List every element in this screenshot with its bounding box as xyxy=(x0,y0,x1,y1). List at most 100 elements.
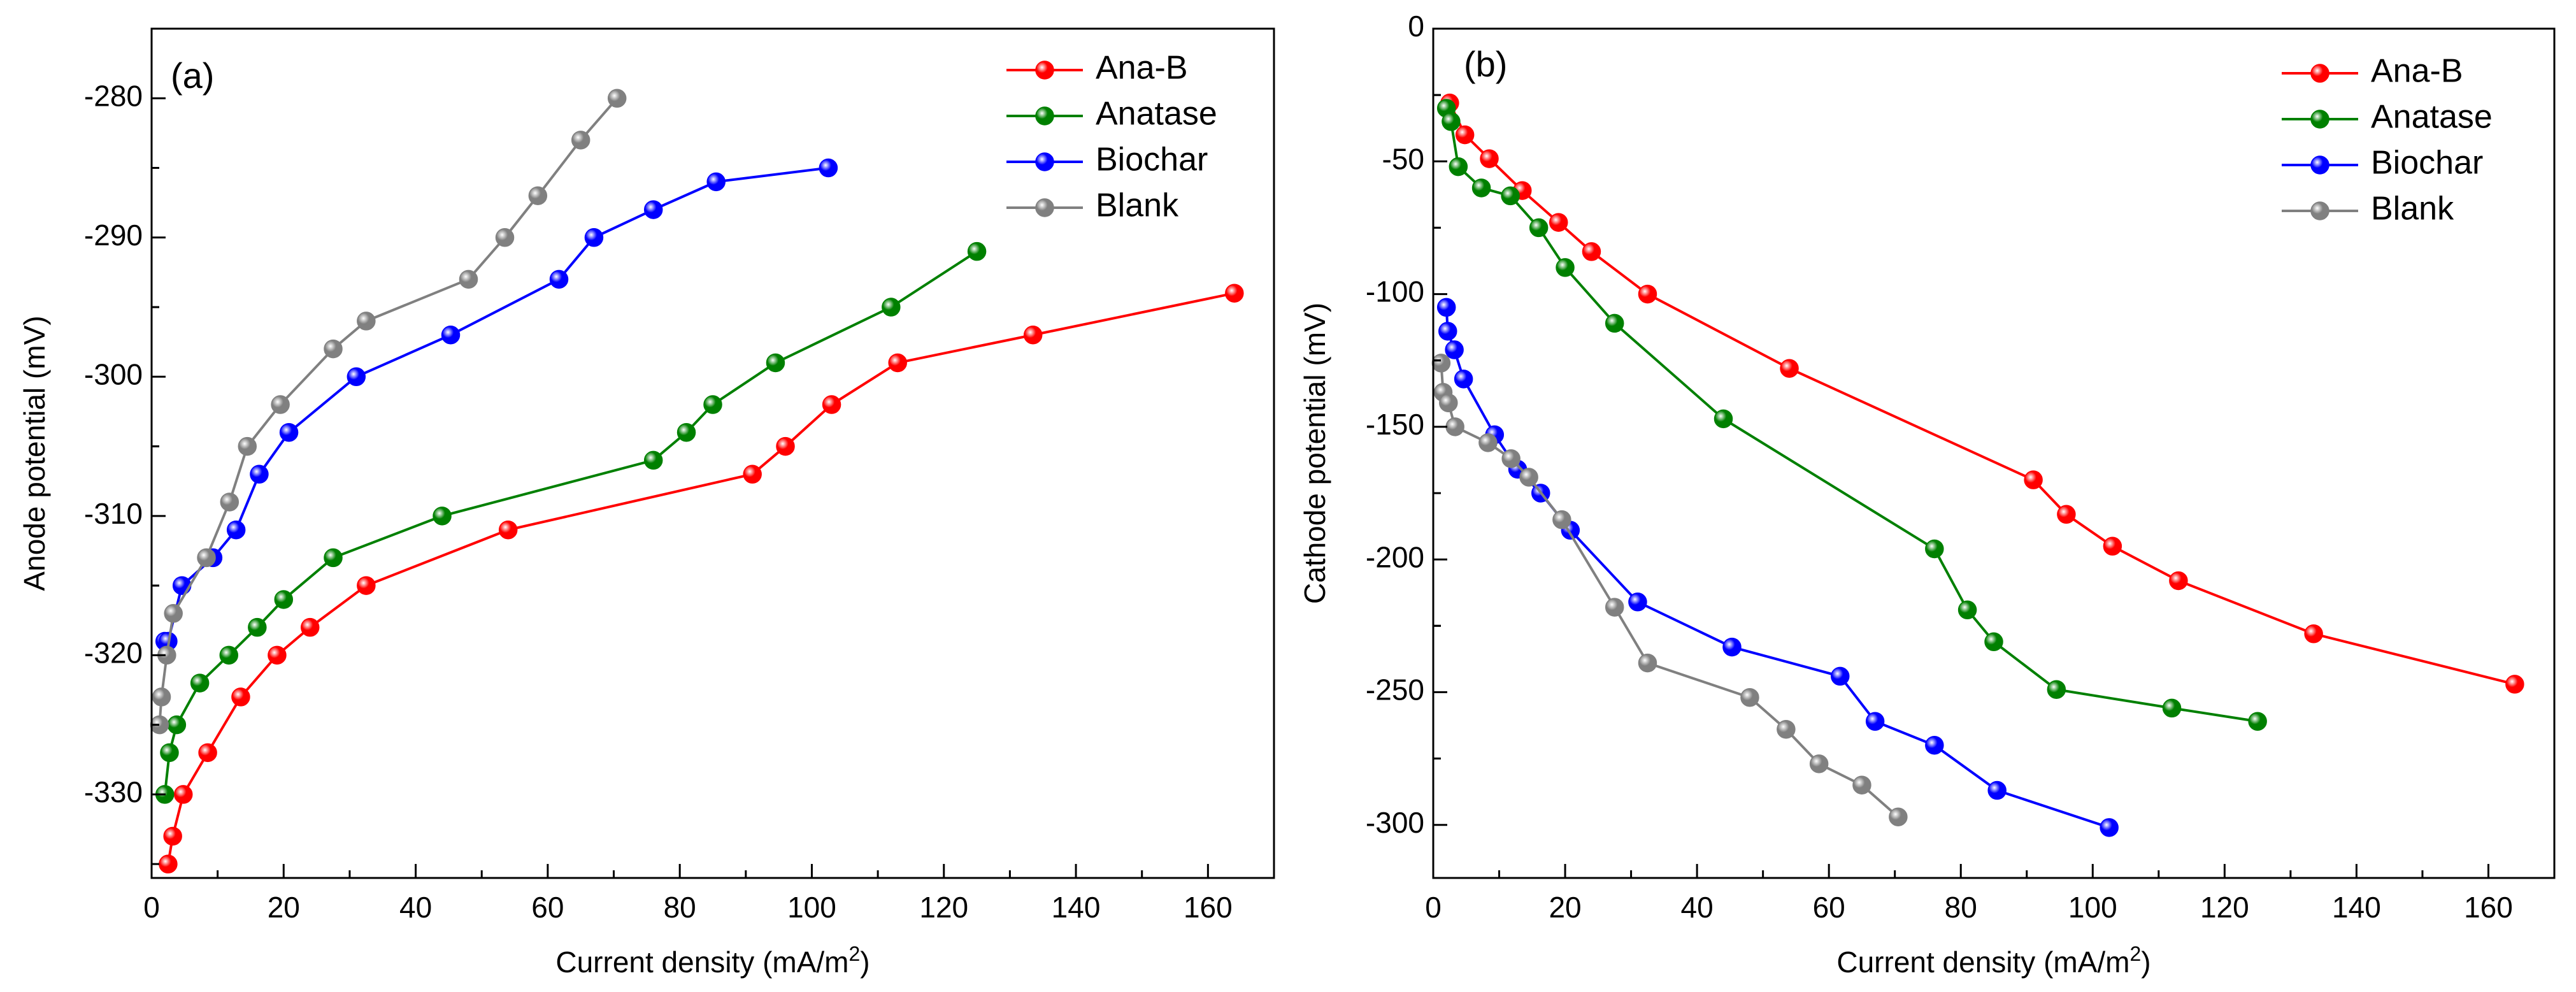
data-point xyxy=(274,590,294,609)
data-point xyxy=(882,298,901,317)
data-point xyxy=(1471,178,1491,198)
data-point xyxy=(495,228,515,247)
data-point xyxy=(1478,433,1498,452)
data-point xyxy=(1852,775,1871,794)
data-point xyxy=(1501,186,1520,206)
data-point xyxy=(584,228,604,247)
data-point xyxy=(1925,539,1944,559)
legend-marker xyxy=(1035,198,1054,217)
x-tick-label: 60 xyxy=(531,891,564,924)
x-tick-label: 120 xyxy=(919,891,968,924)
data-point xyxy=(1480,149,1499,168)
data-point xyxy=(1865,712,1885,731)
data-point xyxy=(888,353,907,373)
data-point xyxy=(1889,807,1908,826)
data-point xyxy=(1957,600,1977,620)
data-point xyxy=(1549,213,1568,232)
series-biochar xyxy=(155,158,838,651)
x-tick-label: 20 xyxy=(268,891,300,924)
y-tick-label: -290 xyxy=(84,219,143,252)
data-point xyxy=(268,645,287,665)
data-point xyxy=(152,687,171,707)
x-tick-label: 80 xyxy=(664,891,696,924)
data-point xyxy=(1714,409,1733,429)
y-tick-label: -280 xyxy=(84,79,143,112)
y-tick-label: -50 xyxy=(1382,142,1424,175)
data-point xyxy=(607,89,627,108)
data-point xyxy=(1777,719,1796,739)
legend: Ana-B Anatase Biochar Blank xyxy=(2282,53,2493,227)
data-point xyxy=(1438,322,1457,341)
anode-potential-chart: 0 20 40 60 80 100 120 140 160 -330 -320 -310 -300 -29… xyxy=(18,27,1275,979)
legend-item-biochar: Biochar xyxy=(1006,141,1208,178)
data-point xyxy=(766,353,785,373)
y-tick-label: -150 xyxy=(1366,408,1424,441)
series-line xyxy=(166,292,1235,865)
data-point xyxy=(197,548,216,568)
x-tick-label: 160 xyxy=(1184,891,1233,924)
data-point xyxy=(441,326,461,345)
legend-label: Anatase xyxy=(1096,96,1217,133)
legend-label: Biochar xyxy=(1096,141,1208,178)
y-axis-label: Cathode potential (mV) xyxy=(1298,303,1331,604)
data-point xyxy=(160,743,179,763)
legend-marker xyxy=(1035,106,1054,126)
data-point xyxy=(159,854,178,873)
x-axis-label: Current density (mA/m2) xyxy=(555,942,869,979)
legend-item-ana-b: Ana-B xyxy=(1006,50,1188,87)
data-point xyxy=(2304,624,2323,643)
legend-label: Biochar xyxy=(2371,145,2483,182)
x-tick-label: 100 xyxy=(2068,891,2117,924)
y-tick-label: -100 xyxy=(1366,275,1424,308)
data-point xyxy=(1445,417,1464,436)
data-point xyxy=(1582,242,1601,261)
data-point xyxy=(250,464,269,484)
data-point xyxy=(1984,632,2003,652)
data-point xyxy=(1605,598,1624,617)
x-tick-label: 120 xyxy=(2200,891,2249,924)
legend-label: Ana-B xyxy=(2371,53,2463,90)
y-tick-label: 0 xyxy=(1408,10,1424,43)
y-tick-label: -320 xyxy=(84,636,143,670)
y-tick-label: -310 xyxy=(84,497,143,530)
data-point xyxy=(357,576,376,595)
data-point xyxy=(150,715,169,735)
data-point xyxy=(1552,510,1571,529)
series-line xyxy=(158,97,619,725)
x-tick-label: 0 xyxy=(143,891,160,924)
data-point xyxy=(706,172,726,192)
series-biochar xyxy=(1436,298,2119,837)
data-point xyxy=(549,270,569,289)
legend-marker xyxy=(2310,110,2329,129)
data-point xyxy=(167,715,187,735)
y-axis-label: Anode potential (mV) xyxy=(18,315,51,591)
data-point xyxy=(643,200,663,219)
data-point xyxy=(1455,125,1475,145)
data-point xyxy=(2100,818,2119,837)
data-point xyxy=(1987,780,2007,800)
data-point xyxy=(357,312,376,331)
data-point xyxy=(1556,258,1575,277)
series-line xyxy=(1440,363,1900,818)
plot-frame xyxy=(1432,27,2556,879)
data-point xyxy=(1442,112,1461,131)
data-point xyxy=(1638,653,1657,673)
y-tick-label: -250 xyxy=(1366,673,1424,707)
data-point xyxy=(1740,687,1759,707)
data-point xyxy=(967,241,987,261)
x-tick-label: 40 xyxy=(1681,891,1714,924)
legend-item-biochar: Biochar xyxy=(2282,145,2483,182)
series-anatase xyxy=(155,241,987,804)
data-point xyxy=(498,520,518,540)
data-point xyxy=(1925,735,1944,755)
data-point xyxy=(164,604,183,623)
data-point xyxy=(1449,157,1468,176)
panel-label: (b) xyxy=(1464,44,1507,84)
data-point xyxy=(1445,340,1464,359)
data-point xyxy=(643,450,663,470)
data-point xyxy=(2103,536,2122,556)
data-point xyxy=(238,436,257,456)
data-point xyxy=(2047,680,2066,699)
legend-marker xyxy=(2310,64,2329,83)
data-point xyxy=(1809,754,1829,773)
